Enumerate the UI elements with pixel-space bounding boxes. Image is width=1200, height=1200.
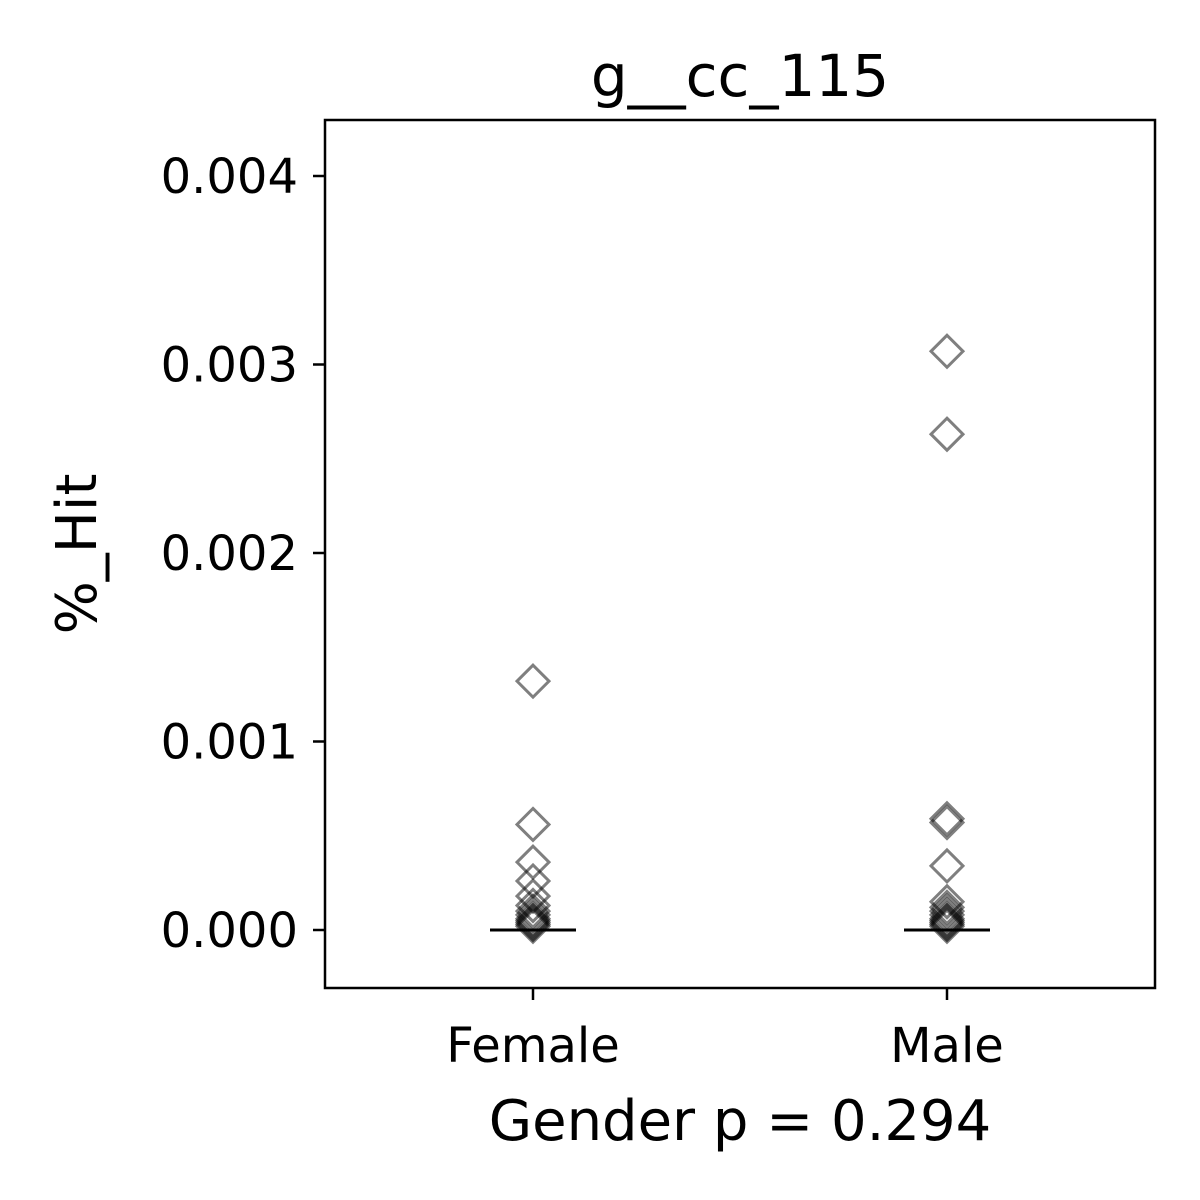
data-point	[514, 844, 552, 881]
y-tick-label: 0.003	[161, 338, 298, 394]
y-axis-label: %_Hit	[45, 474, 110, 635]
data-point	[928, 333, 966, 370]
data-point	[928, 416, 966, 453]
chart-title: g__cc_115	[591, 42, 889, 110]
data-point	[928, 800, 966, 837]
data-point	[928, 847, 966, 885]
y-tick-label: 0.004	[161, 149, 298, 205]
plot-frame	[323, 118, 1157, 990]
data-point	[514, 806, 552, 843]
data-point	[514, 908, 552, 945]
data-point	[928, 804, 966, 841]
data-point	[514, 887, 552, 924]
data-point	[928, 889, 966, 926]
data-point	[928, 893, 966, 930]
x-axis-label: Gender p = 0.294	[489, 1089, 992, 1154]
data-point	[514, 893, 552, 930]
y-tick-label: 0.000	[161, 903, 298, 959]
data-point	[928, 908, 966, 945]
data-point	[514, 663, 552, 700]
x-tick-label: Female	[446, 1018, 620, 1074]
y-tick-label: 0.001	[161, 715, 298, 771]
plot-area	[490, 333, 990, 945]
data-point	[928, 883, 966, 920]
y-tick-label: 0.002	[161, 526, 298, 582]
axes: 0.000 0.001 0.002 0.003 0.004 Female Male	[161, 149, 1004, 1074]
x-tick-label: Male	[890, 1018, 1004, 1074]
